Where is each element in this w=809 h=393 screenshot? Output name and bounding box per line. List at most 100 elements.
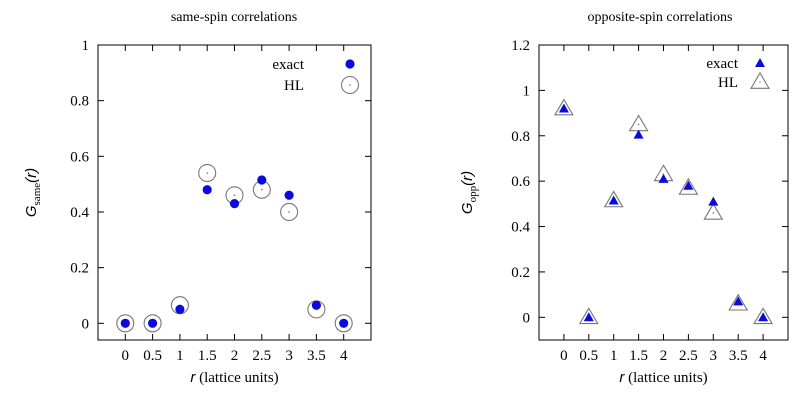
marker-dot	[261, 188, 263, 191]
data-point-exact	[758, 312, 769, 322]
marker-shape	[603, 190, 624, 208]
x-tick-label: 1.5	[629, 348, 648, 364]
marker-dot	[637, 123, 640, 126]
x-tick-label: 3	[285, 348, 293, 364]
x-tick-label: 1	[176, 348, 184, 364]
marker-shape	[311, 300, 321, 310]
marker-shape	[753, 307, 774, 325]
marker-dot	[288, 211, 290, 213]
data-point-hl	[280, 202, 299, 222]
y-tick-label: 0.4	[511, 220, 530, 236]
marker-dot	[759, 81, 761, 83]
x-tick-label: 2.5	[679, 348, 698, 364]
x-axis-label: r (lattice units)	[190, 369, 278, 386]
y-axis-label-var: G	[23, 205, 40, 217]
x-tick-label: 3	[710, 348, 718, 364]
x-tick-label: 0.5	[579, 348, 598, 364]
marker-shape	[148, 318, 158, 328]
x-tick-label: 0	[122, 348, 130, 364]
legend-marker-exact	[345, 59, 355, 69]
x-axis-label: r (lattice units)	[619, 369, 707, 386]
marker-shape	[703, 202, 724, 220]
marker-shape	[198, 163, 217, 183]
chart-title: opposite-spin correlations	[587, 10, 732, 25]
marker-shape	[284, 190, 294, 200]
data-point-hl	[198, 163, 217, 183]
marker-shape	[728, 293, 749, 311]
legend: exact HL	[706, 56, 770, 91]
data-point-exact	[558, 103, 569, 113]
data-point-exact	[175, 304, 185, 314]
legend: exact HL	[272, 57, 360, 95]
chart-panel-1: same-spin correlations 0 0.5 1 1.5 2 2.5 3 3.5 4 0…	[23, 10, 372, 386]
marker-shape	[553, 98, 574, 116]
data-point-exact	[633, 129, 644, 139]
marker-shape	[658, 173, 669, 183]
legend-marker-exact	[755, 58, 765, 67]
marker-shape	[628, 114, 649, 132]
marker-dot	[206, 172, 208, 174]
data-point-exact	[708, 196, 719, 206]
x-tick-label: 1.5	[198, 348, 217, 364]
x-tick-label: 4	[759, 348, 767, 364]
data-point-exact	[339, 318, 349, 328]
marker-shape	[633, 129, 644, 139]
data-point-exact	[257, 175, 267, 185]
marker-dot	[233, 194, 236, 197]
x-axis-label-rest: (lattice units)	[624, 370, 707, 386]
marker-shape	[708, 196, 719, 206]
data-point-exact	[608, 195, 619, 205]
data-point-exact	[284, 190, 294, 200]
marker-shape	[733, 296, 744, 306]
data-point-exact	[311, 300, 321, 310]
marker-shape	[678, 177, 699, 195]
data-point-exact	[683, 180, 694, 190]
data-point-hl	[703, 202, 724, 220]
chart-panel-2: opposite-spin correlations 0 0.5 1 1.5 2 2.5 3 3…	[459, 10, 789, 386]
marker-shape	[583, 312, 594, 322]
data-point-hl	[628, 114, 649, 132]
data-point-exact	[229, 199, 240, 209]
y-tick-label: 0	[523, 310, 531, 326]
x-tick-label: 3.5	[307, 348, 326, 364]
marker-shape	[578, 307, 599, 325]
x-axis-label-rest: (lattice units)	[195, 370, 278, 386]
x-axis-label-var: r	[190, 369, 196, 386]
marker-shape	[116, 314, 135, 333]
legend-label-exact: exact	[272, 57, 304, 73]
plot-frame	[538, 44, 789, 341]
marker-shape	[558, 103, 569, 113]
data-point-exact	[583, 312, 594, 322]
chart-title: same-spin correlations	[171, 10, 297, 25]
y-axis-label: Gsame(r)	[23, 168, 43, 217]
data-point-exact	[120, 318, 130, 328]
x-tick-label: 4	[340, 348, 348, 364]
legend-label-hl: HL	[284, 78, 304, 94]
x-tick-label: 1	[610, 348, 618, 364]
legend-label-exact: exact	[706, 56, 738, 72]
marker-shape	[750, 71, 770, 89]
x-tick-label: 2	[660, 348, 668, 364]
marker-shape	[229, 199, 240, 209]
y-axis-label-sub: opp	[467, 185, 479, 202]
y-axis-label-arg: (r)	[459, 171, 476, 186]
y-tick-label: 0.2	[511, 265, 530, 281]
y-tick-label: 0.4	[70, 205, 89, 221]
marker-shape	[202, 185, 212, 195]
x-tick-label: 2	[231, 348, 239, 364]
marker-shape	[143, 314, 162, 333]
marker-shape	[758, 312, 769, 322]
x-tick-label: 0	[560, 348, 568, 364]
marker-shape	[339, 318, 349, 328]
data-point-exact	[148, 318, 158, 328]
legend-marker-hl	[750, 71, 770, 89]
marker-shape	[345, 59, 355, 69]
x-axis-label-var: r	[619, 369, 625, 386]
data-point-exact	[202, 185, 212, 195]
x-tick-label: 0.5	[143, 348, 162, 364]
y-tick-label: 0.2	[70, 261, 89, 277]
y-axis-label: Gopp(r)	[459, 171, 479, 214]
marker-dot	[712, 212, 715, 214]
y-tick-label: 0.8	[511, 129, 530, 145]
